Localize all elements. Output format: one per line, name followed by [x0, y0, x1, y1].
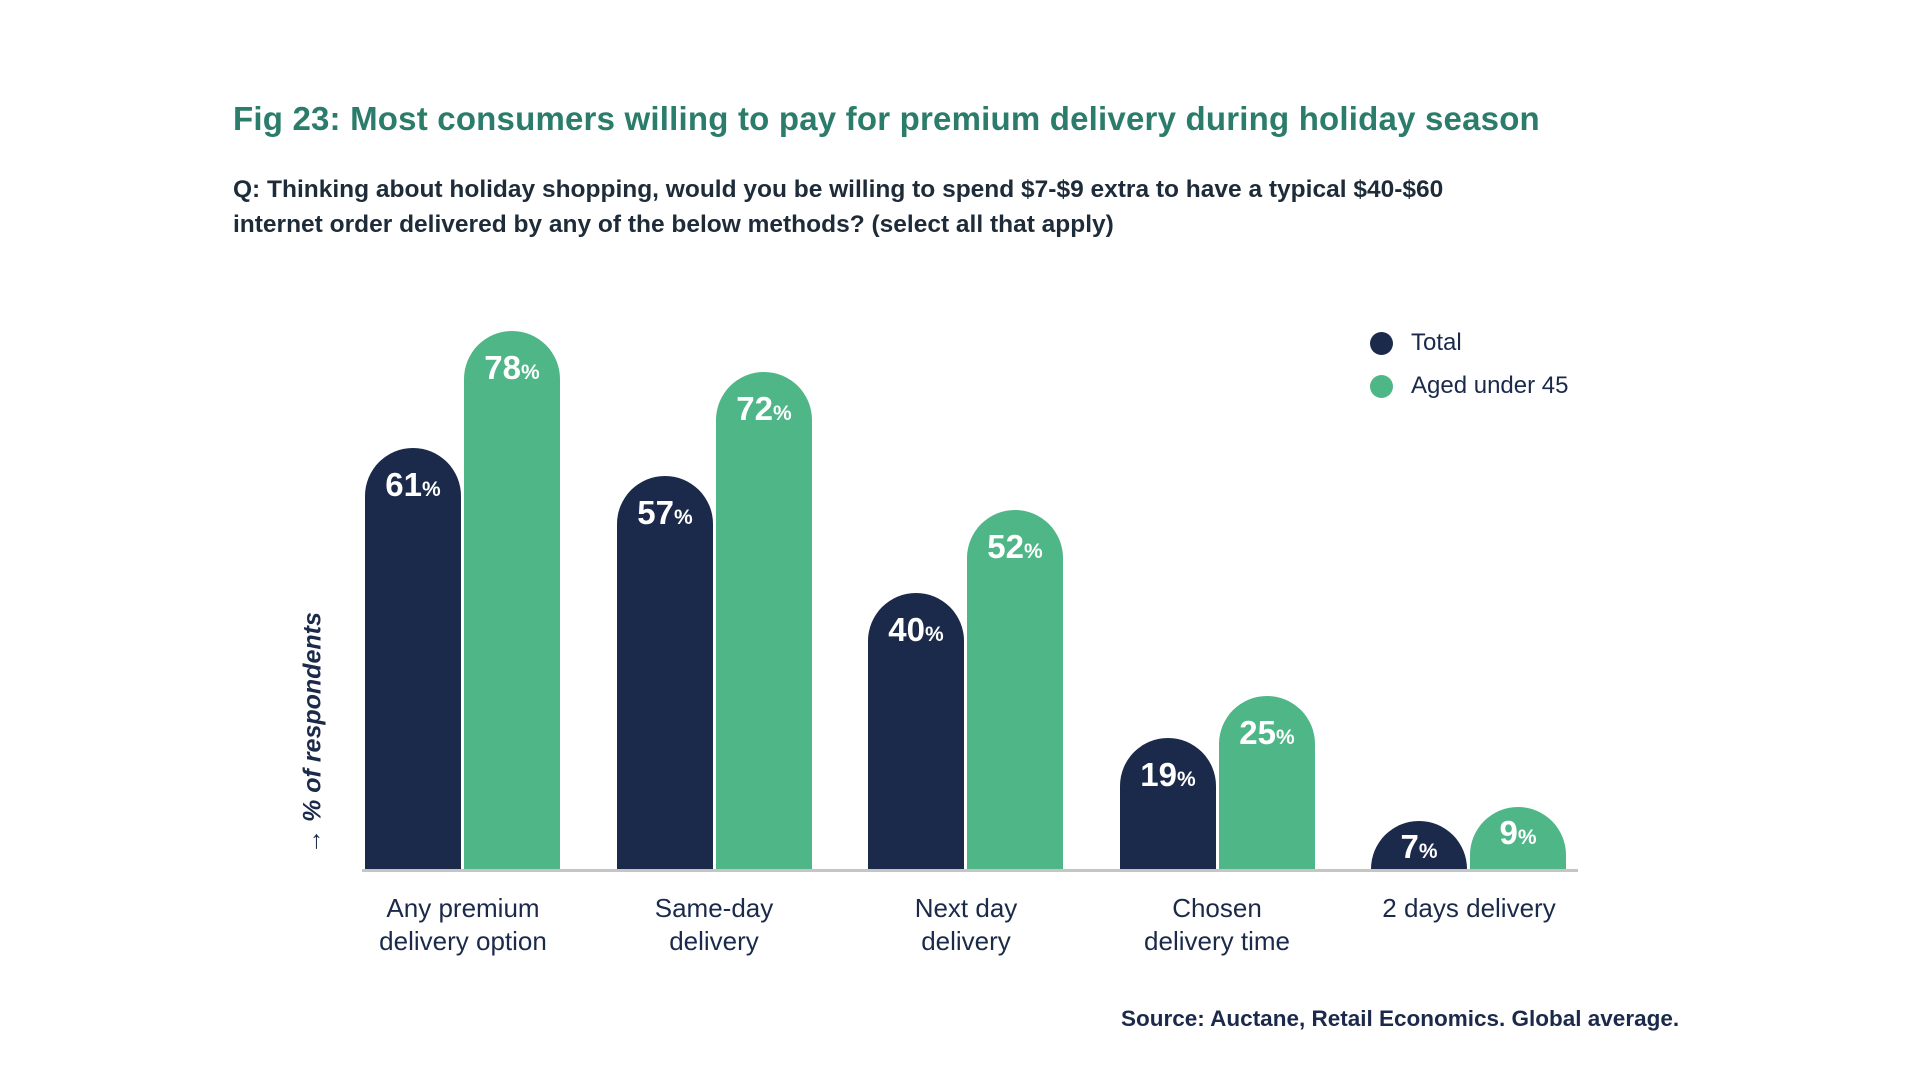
category-label-line: delivery	[669, 926, 759, 956]
bar-value-unit: %	[1276, 726, 1295, 749]
category-label-next-day-delivery: Next day delivery	[841, 892, 1091, 958]
bar-value-label: 61%	[365, 468, 461, 501]
bar-total-chosen-delivery-time: 19%	[1120, 738, 1216, 869]
bar-aged-under-45-chosen-delivery-time: 25%	[1219, 696, 1315, 869]
category-label-line: Same-day	[654, 893, 774, 923]
category-label-chosen-delivery-time: Chosen delivery time	[1092, 892, 1342, 958]
bar-value-number: 57	[637, 494, 675, 531]
bar-value-unit: %	[521, 361, 540, 384]
bar-value-label: 9%	[1470, 816, 1566, 849]
bar-value-number: 40	[888, 611, 926, 648]
bar-value-label: 57%	[617, 496, 713, 529]
bar-total-any-premium-delivery-option: 61%	[365, 448, 461, 869]
bar-value-unit: %	[925, 623, 944, 646]
bar-value-number: 52	[987, 528, 1025, 565]
category-label-line: delivery time	[1144, 926, 1290, 956]
bar-value-number: 19	[1140, 756, 1178, 793]
bar-value-label: 7%	[1371, 830, 1467, 863]
category-label-line: Chosen	[1172, 893, 1262, 923]
category-label-line: Any premium	[386, 893, 540, 923]
category-label-line: delivery option	[379, 926, 547, 956]
category-label-line: Next day	[914, 893, 1018, 923]
bar-value-unit: %	[674, 506, 693, 529]
legend-item-aged-under-45: Aged under 45	[1370, 372, 1568, 400]
figure-title: Fig 23: Most consumers willing to pay fo…	[233, 100, 1540, 137]
bar-value-label: 25%	[1219, 716, 1315, 749]
category-label-line: 2 days delivery	[1382, 893, 1556, 923]
category-label-any-premium-delivery-option: Any premium delivery option	[338, 892, 588, 958]
bar-value-number: 78	[484, 349, 522, 386]
bar-total-next-day-delivery: 40%	[868, 593, 964, 869]
chart-legend: Total Aged under 45	[1370, 329, 1568, 400]
category-label-line: delivery	[921, 926, 1011, 956]
bar-value-number: 9	[1499, 814, 1518, 851]
bar-aged-under-45-same-day-delivery: 72%	[716, 372, 812, 869]
bar-value-number: 61	[385, 466, 423, 503]
bar-value-unit: %	[773, 402, 792, 425]
figure-question: Q: Thinking about holiday shopping, woul…	[233, 172, 1443, 242]
bar-value-label: 72%	[716, 392, 812, 425]
bar-value-label: 19%	[1120, 758, 1216, 791]
bar-value-unit: %	[1418, 840, 1438, 863]
bar-aged-under-45-next-day-delivery: 52%	[967, 510, 1063, 869]
bar-value-unit: %	[422, 478, 441, 501]
bar-value-number: 7	[1400, 828, 1419, 865]
bar-total-2-days-delivery: 7%	[1371, 821, 1467, 869]
bar-total-same-day-delivery: 57%	[617, 476, 713, 869]
legend-dot-icon	[1370, 331, 1393, 355]
legend-label: Aged under 45	[1411, 372, 1569, 399]
x-axis-line	[362, 869, 1578, 872]
category-label-same-day-delivery: Same-day delivery	[589, 892, 839, 958]
source-note: Source: Auctane, Retail Economics. Globa…	[1121, 1006, 1680, 1031]
bar-value-label: 52%	[967, 530, 1063, 563]
bar-aged-under-45-2-days-delivery: 9%	[1470, 807, 1566, 869]
bar-aged-under-45-any-premium-delivery-option: 78%	[464, 331, 560, 869]
category-label-2-days-delivery: 2 days delivery	[1344, 892, 1594, 925]
bar-value-label: 40%	[868, 613, 964, 646]
bar-value-unit: %	[1024, 540, 1043, 563]
question-line-2: internet order delivered by any of the b…	[233, 211, 1114, 238]
legend-dot-icon	[1370, 374, 1393, 398]
y-axis-label: → % of respondents	[298, 612, 327, 854]
legend-item-total: Total	[1370, 329, 1568, 357]
bar-value-label: 78%	[464, 351, 560, 384]
bar-value-number: 72	[736, 390, 774, 427]
question-line-1: Q: Thinking about holiday shopping, woul…	[233, 176, 1444, 203]
bar-value-unit: %	[1177, 768, 1196, 791]
bar-value-number: 25	[1239, 714, 1277, 751]
bar-value-unit: %	[1517, 826, 1537, 849]
legend-label: Total	[1411, 329, 1462, 356]
